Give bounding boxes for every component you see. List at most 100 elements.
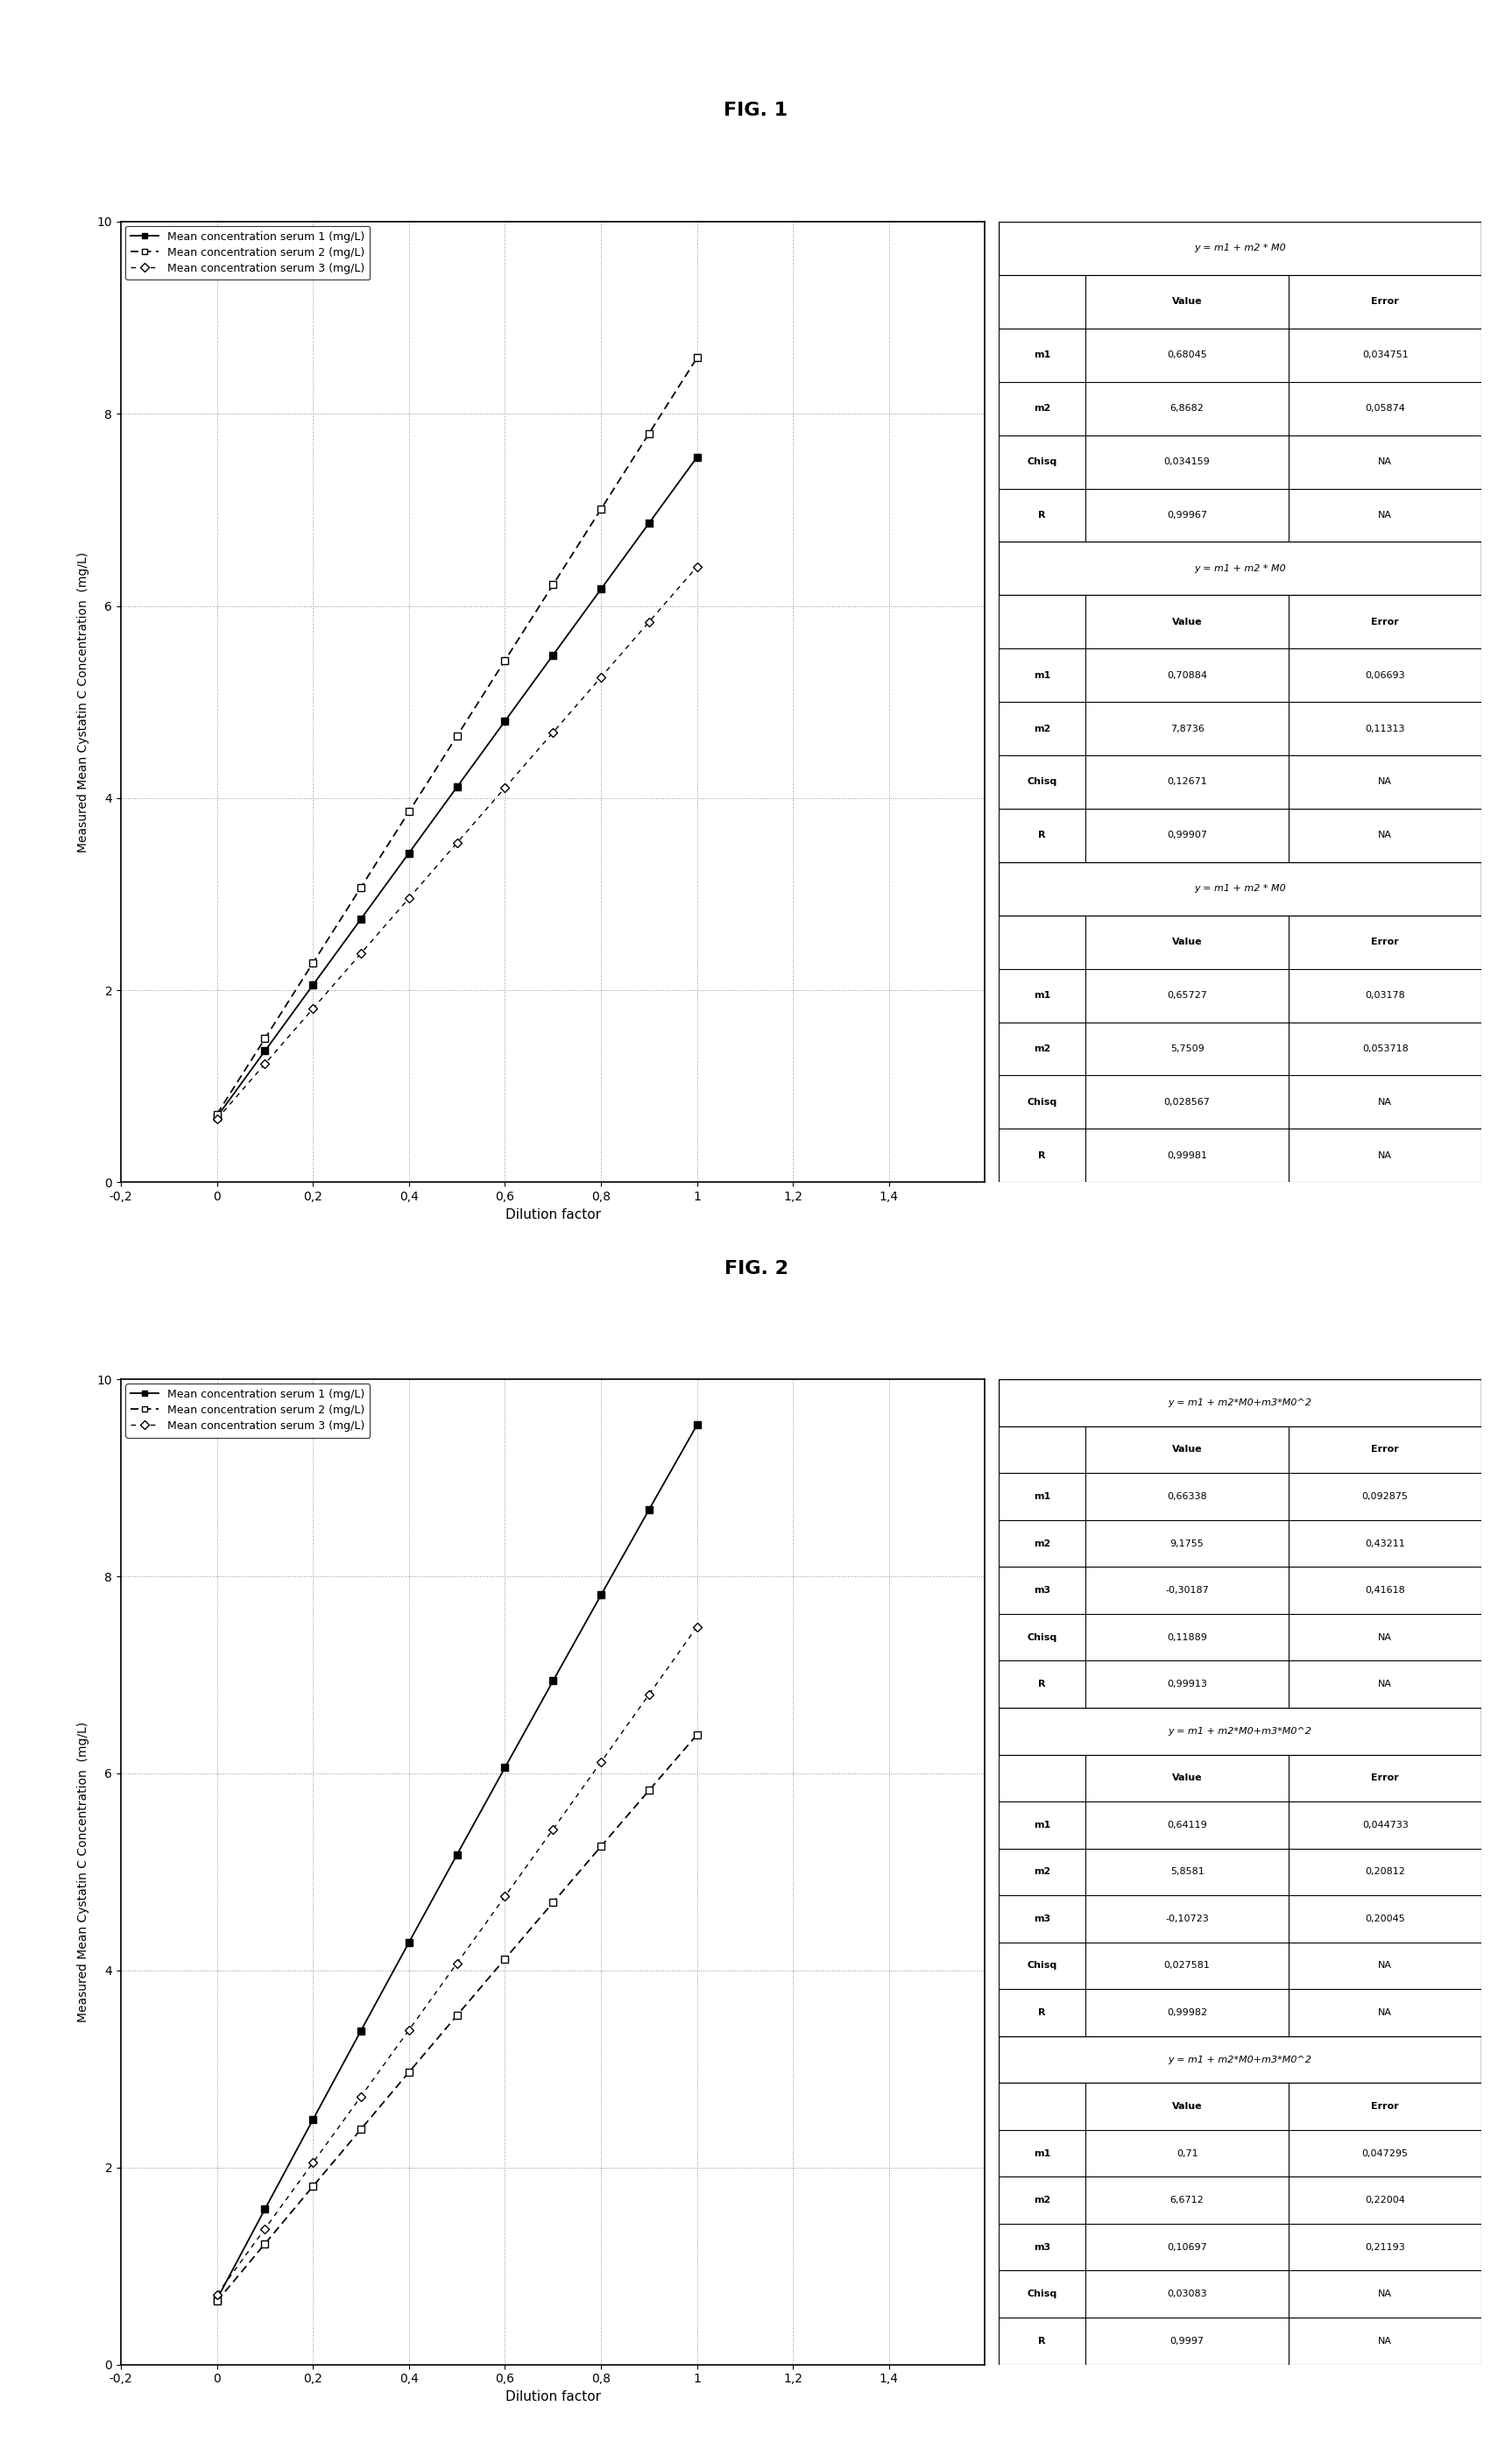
Text: 0,21193: 0,21193 [1365, 2244, 1405, 2251]
Text: 0,41618: 0,41618 [1365, 1586, 1405, 1594]
Text: 0,06693: 0,06693 [1365, 670, 1405, 680]
Text: Chisq: Chisq [1027, 2291, 1057, 2298]
Text: Error: Error [1371, 2101, 1399, 2111]
Text: 0,20045: 0,20045 [1365, 1914, 1405, 1924]
Text: Value: Value [1172, 1773, 1202, 1783]
Text: 0,03178: 0,03178 [1365, 990, 1405, 1000]
Text: y = m1 + m2 * M0: y = m1 + m2 * M0 [1194, 884, 1287, 894]
Text: NA: NA [1377, 1633, 1393, 1643]
Text: y = m1 + m2*M0+m3*M0^2: y = m1 + m2*M0+m3*M0^2 [1169, 1399, 1312, 1406]
Text: FIG. 1: FIG. 1 [724, 101, 788, 121]
Text: 0,092875: 0,092875 [1362, 1493, 1408, 1500]
Text: 6,8682: 6,8682 [1170, 404, 1204, 414]
Text: 0,99967: 0,99967 [1167, 510, 1207, 520]
Text: Chisq: Chisq [1027, 1098, 1057, 1106]
Text: 0,053718: 0,053718 [1362, 1044, 1408, 1054]
Text: m1: m1 [1034, 670, 1051, 680]
Text: NA: NA [1377, 2337, 1393, 2345]
Text: Value: Value [1172, 2101, 1202, 2111]
Text: 0,43211: 0,43211 [1365, 1539, 1405, 1547]
Text: 0,71: 0,71 [1176, 2150, 1198, 2158]
Text: 7,8736: 7,8736 [1170, 724, 1204, 734]
Text: 0,20812: 0,20812 [1365, 1867, 1405, 1877]
Text: m1: m1 [1034, 990, 1051, 1000]
Text: Value: Value [1172, 618, 1202, 626]
Text: 0,11313: 0,11313 [1365, 724, 1405, 734]
Text: NA: NA [1377, 778, 1393, 786]
Text: 0,64119: 0,64119 [1167, 1820, 1207, 1830]
Text: 6,6712: 6,6712 [1170, 2197, 1204, 2204]
Text: Value: Value [1172, 938, 1202, 946]
Text: m2: m2 [1034, 404, 1051, 414]
Text: 0,99982: 0,99982 [1167, 2007, 1207, 2017]
Text: m2: m2 [1034, 2197, 1051, 2204]
Text: Chisq: Chisq [1027, 778, 1057, 786]
Text: R: R [1039, 2007, 1046, 2017]
Text: 0,99981: 0,99981 [1167, 1150, 1207, 1160]
Text: y = m1 + m2 * M0: y = m1 + m2 * M0 [1194, 564, 1287, 574]
X-axis label: Dilution factor: Dilution factor [505, 1207, 600, 1222]
Text: 0,044733: 0,044733 [1362, 1820, 1408, 1830]
Text: m2: m2 [1034, 1867, 1051, 1877]
Text: 0,70884: 0,70884 [1167, 670, 1207, 680]
Text: Error: Error [1371, 298, 1399, 305]
Text: NA: NA [1377, 830, 1393, 840]
Y-axis label: Measured Mean Cystatin C Concentration  (mg/L): Measured Mean Cystatin C Concentration (… [77, 1722, 89, 2022]
Text: Value: Value [1172, 298, 1202, 305]
Text: m1: m1 [1034, 350, 1051, 360]
Text: 0,65727: 0,65727 [1167, 990, 1207, 1000]
Text: -0,30187: -0,30187 [1166, 1586, 1210, 1594]
Text: Chisq: Chisq [1027, 1633, 1057, 1643]
Text: y = m1 + m2*M0+m3*M0^2: y = m1 + m2*M0+m3*M0^2 [1169, 1727, 1312, 1736]
Text: NA: NA [1377, 458, 1393, 466]
Text: -0,10723: -0,10723 [1166, 1914, 1210, 1924]
Text: R: R [1039, 1680, 1046, 1690]
Text: 0,034751: 0,034751 [1362, 350, 1408, 360]
Text: y = m1 + m2*M0+m3*M0^2: y = m1 + m2*M0+m3*M0^2 [1169, 2054, 1312, 2064]
Text: NA: NA [1377, 2007, 1393, 2017]
Text: Error: Error [1371, 1446, 1399, 1453]
Text: Chisq: Chisq [1027, 458, 1057, 466]
Text: 0,68045: 0,68045 [1167, 350, 1207, 360]
Text: m3: m3 [1034, 1914, 1051, 1924]
Text: 0,66338: 0,66338 [1167, 1493, 1207, 1500]
Text: m2: m2 [1034, 1539, 1051, 1547]
Text: m3: m3 [1034, 2244, 1051, 2251]
Text: NA: NA [1377, 1098, 1393, 1106]
Text: 0,10697: 0,10697 [1167, 2244, 1207, 2251]
Text: 0,99907: 0,99907 [1167, 830, 1207, 840]
Text: 0,9997: 0,9997 [1170, 2337, 1204, 2345]
Text: Value: Value [1172, 1446, 1202, 1453]
Text: R: R [1039, 1150, 1046, 1160]
Text: 5,7509: 5,7509 [1170, 1044, 1204, 1054]
Text: 0,034159: 0,034159 [1164, 458, 1210, 466]
Text: Error: Error [1371, 1773, 1399, 1783]
Text: 0,99913: 0,99913 [1167, 1680, 1207, 1690]
Text: 0,11889: 0,11889 [1167, 1633, 1207, 1643]
Text: R: R [1039, 2337, 1046, 2345]
Text: NA: NA [1377, 1961, 1393, 1970]
Text: Error: Error [1371, 618, 1399, 626]
Text: y = m1 + m2 * M0: y = m1 + m2 * M0 [1194, 244, 1287, 254]
Text: 0,028567: 0,028567 [1164, 1098, 1210, 1106]
Text: NA: NA [1377, 2291, 1393, 2298]
Text: R: R [1039, 830, 1046, 840]
Text: R: R [1039, 510, 1046, 520]
Text: Error: Error [1371, 938, 1399, 946]
Text: NA: NA [1377, 1680, 1393, 1690]
Text: m1: m1 [1034, 1820, 1051, 1830]
Text: FIG. 2: FIG. 2 [724, 1259, 788, 1278]
Text: 0,12671: 0,12671 [1167, 778, 1207, 786]
X-axis label: Dilution factor: Dilution factor [505, 2389, 600, 2404]
Text: 5,8581: 5,8581 [1170, 1867, 1204, 1877]
Y-axis label: Measured Mean Cystatin C Concentration  (mg/L): Measured Mean Cystatin C Concentration (… [77, 552, 89, 852]
Text: 0,03083: 0,03083 [1167, 2291, 1207, 2298]
Text: NA: NA [1377, 1150, 1393, 1160]
Text: 0,027581: 0,027581 [1164, 1961, 1210, 1970]
Text: 0,22004: 0,22004 [1365, 2197, 1405, 2204]
Text: m1: m1 [1034, 1493, 1051, 1500]
Text: 0,05874: 0,05874 [1365, 404, 1405, 414]
Legend: Mean concentration serum 1 (mg/L), Mean concentration serum 2 (mg/L), Mean conce: Mean concentration serum 1 (mg/L), Mean … [125, 1384, 370, 1438]
Text: m2: m2 [1034, 1044, 1051, 1054]
Legend: Mean concentration serum 1 (mg/L), Mean concentration serum 2 (mg/L), Mean conce: Mean concentration serum 1 (mg/L), Mean … [125, 227, 370, 281]
